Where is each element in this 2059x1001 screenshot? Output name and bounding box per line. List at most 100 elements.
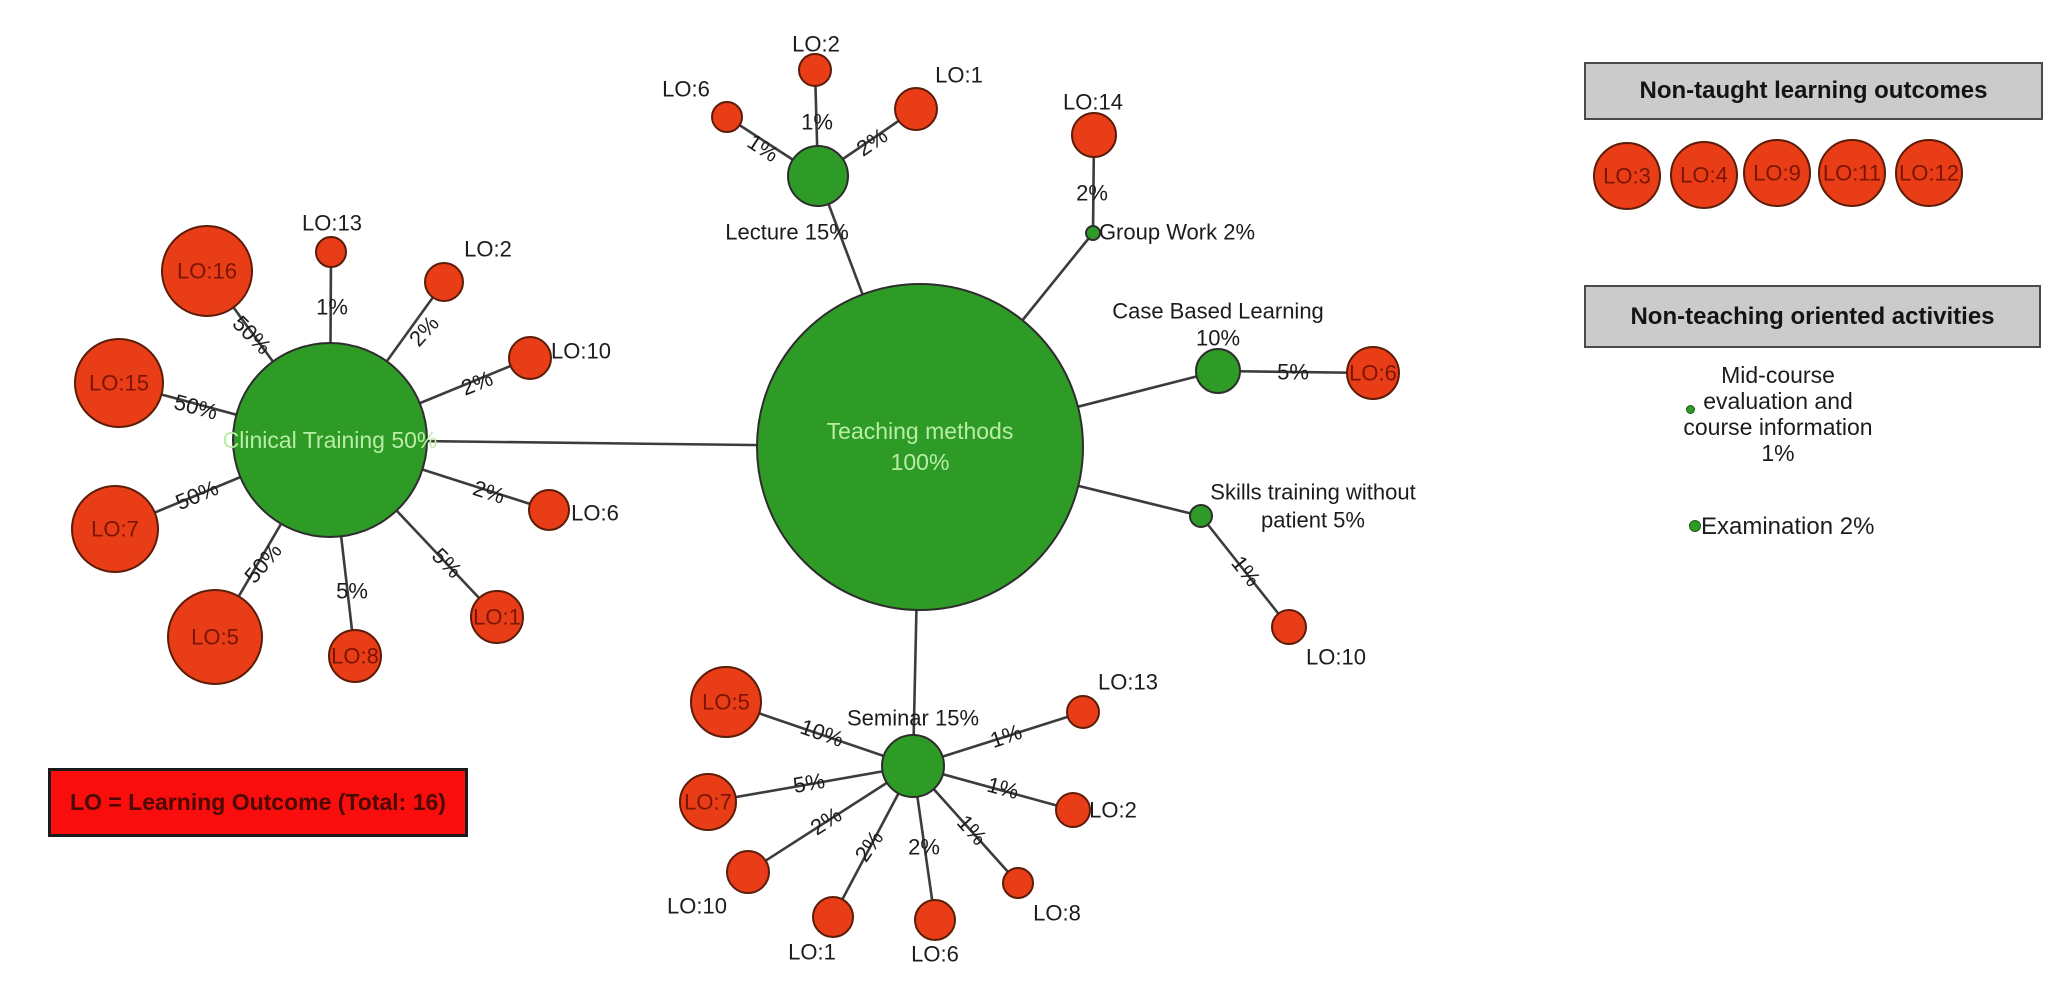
mid-course-line: Mid-course [1721, 362, 1835, 388]
edge-label-clinical-training-clinical-lo15: 50% [171, 389, 220, 425]
edge-skills-training-skills-lo10 [1199, 515, 1291, 628]
node-lecture [787, 145, 849, 207]
edge-label-seminar-seminar-lo13: 1% [987, 719, 1025, 753]
mid-course-item: Mid-course evaluation and course informa… [1653, 362, 1903, 466]
node-clinical-lo5 [167, 589, 263, 685]
node-groupwork-lo14 [1071, 112, 1117, 158]
node-label-clinical-lo2: LO:2 [464, 237, 512, 262]
examination-dot-icon [1689, 520, 1701, 532]
node-clinical-lo2 [424, 262, 464, 302]
node-label-clinical-lo1: LO:1 [473, 605, 521, 630]
node-label-nontaught-lo4: LO:4 [1680, 163, 1728, 188]
node-label-clinical-lo5: LO:5 [191, 625, 239, 650]
node-label-nontaught-lo9: LO:9 [1753, 161, 1801, 186]
node-label-seminar-lo10: LO:10 [667, 894, 727, 919]
edge-label-clinical-training-clinical-lo2: 2% [404, 311, 444, 351]
edge-label-lecture-lecture-lo6: 1% [743, 129, 783, 167]
node-case-based-learning [1195, 348, 1241, 394]
node-label-skills-training: patient 5% [1261, 508, 1365, 533]
non-taught-header: Non-taught learning outcomes [1584, 62, 2043, 120]
node-clinical-lo1 [470, 590, 524, 644]
node-label-seminar-lo7: LO:7 [684, 790, 732, 815]
node-label-clinical-lo15: LO:15 [89, 371, 149, 396]
mid-course-dot-icon [1686, 405, 1695, 414]
node-label-case-based-learning: Case Based Learning [1112, 299, 1324, 324]
node-clinical-lo7 [71, 485, 159, 573]
node-seminar-lo13 [1066, 695, 1100, 729]
node-label-clinical-lo13: LO:13 [302, 211, 362, 236]
node-label-seminar-lo8: LO:8 [1033, 901, 1081, 926]
node-label-clinical-lo16: LO:16 [177, 259, 237, 284]
node-label-lecture: Lecture 15% [725, 220, 849, 245]
node-label-clinical-lo10: LO:10 [551, 339, 611, 364]
node-label-nontaught-lo11: LO:11 [1823, 161, 1881, 186]
node-label-lecture-lo1: LO:1 [935, 63, 983, 88]
examination-label: Examination 2% [1701, 513, 1875, 540]
node-label-seminar-lo5: LO:5 [702, 690, 750, 715]
node-label-seminar-lo2: LO:2 [1089, 798, 1137, 823]
mid-course-line: course information [1683, 414, 1873, 440]
edge-label-clinical-training-clinical-lo10: 2% [458, 365, 497, 400]
node-skills-training [1189, 504, 1213, 528]
edge-label-clinical-training-clinical-lo16: 50% [228, 311, 277, 360]
non-teaching-header-label: Non-teaching oriented activities [1630, 302, 1995, 330]
edge-label-clinical-training-clinical-lo13: 1% [316, 295, 348, 320]
node-nontaught-lo3 [1593, 142, 1661, 210]
node-seminar [881, 734, 945, 798]
node-skills-lo10 [1271, 609, 1307, 645]
node-nontaught-lo12 [1895, 139, 1963, 207]
edge-label-group-work-groupwork-lo14: 2% [1076, 181, 1108, 206]
lo-legend-label: LO = Learning Outcome (Total: 16) [70, 789, 446, 815]
node-label-clinical-lo6: LO:6 [571, 501, 619, 526]
mid-course-line: 1% [1761, 440, 1795, 466]
edge-label-case-based-learning-cbl-lo6: 5% [1277, 360, 1309, 385]
edge-label-lecture-lecture-lo2: 1% [801, 110, 833, 135]
node-label-clinical-lo8: LO:8 [331, 644, 379, 669]
node-label-seminar: Seminar 15% [847, 706, 979, 731]
node-label-cbl-lo6: LO:6 [1349, 361, 1397, 386]
mid-course-line: evaluation and [1703, 388, 1853, 414]
node-nontaught-lo9 [1743, 139, 1811, 207]
node-label-seminar-lo6: LO:6 [911, 942, 959, 967]
node-seminar-lo2 [1055, 792, 1091, 828]
node-label-skills-lo10: LO:10 [1306, 645, 1366, 670]
node-clinical-training [232, 342, 428, 538]
node-label-groupwork-lo14: LO:14 [1063, 90, 1123, 115]
node-label-case-based-learning: 10% [1196, 326, 1240, 351]
node-seminar-lo6 [914, 899, 956, 941]
examination-item: Examination 2% [1701, 513, 1874, 541]
non-taught-header-label: Non-taught learning outcomes [1639, 77, 1988, 104]
node-nontaught-lo11 [1818, 139, 1886, 207]
node-group-work [1085, 225, 1101, 241]
node-label-clinical-lo7: LO:7 [91, 517, 139, 542]
node-seminar-lo7 [679, 773, 737, 831]
node-clinical-lo13 [315, 236, 347, 268]
edge-label-clinical-training-clinical-lo7: 50% [172, 475, 222, 515]
edge-label-seminar-seminar-lo10: 2% [806, 802, 846, 840]
edge-label-seminar-seminar-lo1: 2% [850, 826, 889, 866]
node-label-teaching: 100% [891, 449, 950, 475]
edge-label-clinical-training-clinical-lo6: 2% [470, 475, 508, 509]
node-clinical-lo6 [528, 489, 570, 531]
node-clinical-lo15 [74, 338, 164, 428]
node-label-nontaught-lo3: LO:3 [1603, 164, 1651, 189]
node-clinical-lo8 [328, 629, 382, 683]
node-label-lecture-lo6: LO:6 [662, 77, 710, 102]
node-label-clinical-training: Clinical Training 50% [223, 427, 438, 453]
edge-seminar-seminar-lo7 [707, 764, 914, 804]
node-label-nontaught-lo12: LO:12 [1899, 161, 1959, 186]
node-nontaught-lo4 [1670, 141, 1738, 209]
edge-label-clinical-training-clinical-lo8: 5% [336, 579, 368, 604]
node-seminar-lo10 [726, 850, 770, 894]
node-label-skills-training: Skills training without [1210, 480, 1415, 505]
edge-label-clinical-training-clinical-lo5: 50% [239, 538, 286, 588]
non-teaching-header: Non-teaching oriented activities [1584, 285, 2041, 348]
node-clinical-lo16 [161, 225, 253, 317]
node-lecture-lo1 [894, 87, 938, 131]
node-label-teaching: Teaching methods [827, 418, 1014, 444]
node-lecture-lo6 [711, 101, 743, 133]
lo-legend-box: LO = Learning Outcome (Total: 16) [48, 768, 468, 837]
node-teaching [756, 283, 1084, 611]
